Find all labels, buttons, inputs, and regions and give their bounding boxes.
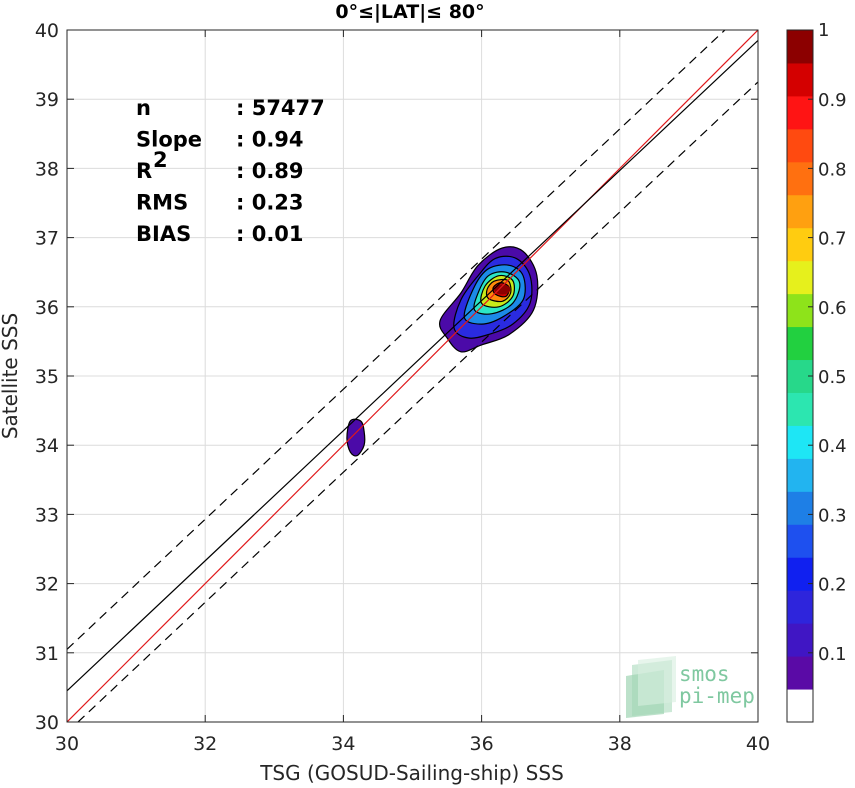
stat-label-4: BIAS [136, 222, 191, 246]
chart-title: 0°≤|LAT|≤ 80° [335, 1, 484, 23]
stat-value-1: : 0.94 [236, 128, 304, 152]
y-tick-label-1: 31 [35, 643, 59, 665]
stat-label-1: Slope [136, 128, 202, 152]
colorbar-swatch-4 [787, 557, 813, 591]
reference-lines [67, 30, 758, 722]
y-axis-ticks: 30 31 32 33 34 35 36 37 38 39 40 [35, 20, 758, 734]
stat-label-2: R [136, 159, 152, 183]
colorbar-tick-label-3: 0.4 [818, 436, 847, 457]
stats-box: n : 57477 Slope : 0.94 R 2 : 0.89 RMS : 0.23 BIAS… [136, 96, 325, 246]
colorbar-swatch-1 [787, 656, 813, 690]
stat-label-0: n [136, 96, 151, 120]
colorbar-swatch-2 [787, 623, 813, 657]
upper-line [67, 30, 726, 650]
colorbar-tick-label-4: 0.5 [818, 367, 847, 388]
colorbar-tick-label-2: 0.3 [818, 505, 847, 526]
colorbar-swatch-20 [787, 30, 813, 64]
x-tick-label-3: 36 [470, 733, 494, 755]
logo-line-1: smos [679, 662, 730, 686]
stat-value-3: : 0.23 [236, 191, 304, 215]
colorbar-tick-label-6: 0.7 [818, 229, 847, 250]
x-tick-label-1: 32 [193, 733, 217, 755]
x-tick-label-0: 30 [55, 733, 79, 755]
y-tick-label-9: 39 [35, 89, 59, 111]
smos-pi-mep-logo: smos pi-mep [626, 656, 755, 718]
x-axis-ticks: 30 32 34 36 38 40 [55, 30, 770, 755]
colorbar-swatch-5 [787, 524, 813, 558]
colorbar-swatch-11 [787, 326, 813, 361]
lower-line [77, 81, 758, 722]
regression-line [67, 39, 758, 692]
x-tick-label-5: 40 [746, 733, 770, 755]
x-tick-label-2: 34 [331, 733, 355, 755]
y-tick-label-4: 34 [35, 435, 59, 457]
colorbar-tick-label-7: 0.8 [818, 159, 847, 180]
y-tick-label-2: 32 [35, 574, 59, 596]
colorbar-tick-label-1: 0.2 [818, 575, 847, 596]
identity-line [67, 30, 758, 722]
colorbar-swatch-17 [787, 128, 813, 163]
y-axis-label: Satellite SSS [0, 313, 22, 439]
colorbar-swatch-7 [787, 458, 813, 492]
colorbar-swatch-8 [787, 425, 813, 459]
colorbar: 0.1 0.2 0.3 0.4 0.5 0.6 0.7 0.8 0.9 1 [786, 20, 847, 723]
x-tick-label-4: 38 [608, 733, 632, 755]
colorbar-tick-label-0: 0.1 [818, 644, 847, 665]
stat-sup-2: 2 [153, 148, 168, 172]
colorbar-tick-label-9: 1 [818, 20, 829, 41]
colorbar-swatch-19 [787, 62, 813, 97]
density-peak [494, 284, 511, 295]
colorbar-swatch-16 [787, 161, 813, 196]
colorbar-swatch-12 [787, 293, 813, 328]
colorbar-swatch-15 [787, 194, 813, 229]
colorbar-swatch-3 [787, 590, 813, 624]
colorbar-swatch-13 [787, 260, 813, 295]
stat-value-2: : 0.89 [236, 159, 304, 183]
y-tick-label-6: 36 [35, 297, 59, 319]
colorbar-swatch-18 [787, 95, 813, 130]
y-tick-label-3: 33 [35, 504, 59, 526]
colorbar-swatch-9 [787, 392, 813, 426]
colorbar-swatch-6 [787, 491, 813, 525]
colorbar-tick-label-5: 0.6 [818, 298, 847, 319]
y-tick-label-0: 30 [35, 712, 59, 734]
density-contours [346, 246, 539, 457]
stat-value-4: : 0.01 [236, 222, 304, 246]
stat-label-3: RMS [136, 191, 188, 215]
y-tick-label-10: 40 [35, 20, 59, 42]
stat-value-0: : 57477 [236, 96, 325, 120]
logo-line-2: pi-mep [679, 684, 755, 708]
y-tick-label-7: 37 [35, 228, 59, 250]
y-tick-label-5: 35 [35, 366, 59, 388]
colorbar-swatch-0 [787, 689, 813, 723]
colorbar-swatch-14 [787, 227, 813, 262]
colorbar-tick-label-8: 0.9 [818, 90, 847, 111]
y-tick-label-8: 38 [35, 158, 59, 180]
logo-wave-icon-3 [638, 656, 676, 706]
x-axis-label: TSG (GOSUD-Sailing-ship) SSS [259, 761, 564, 785]
